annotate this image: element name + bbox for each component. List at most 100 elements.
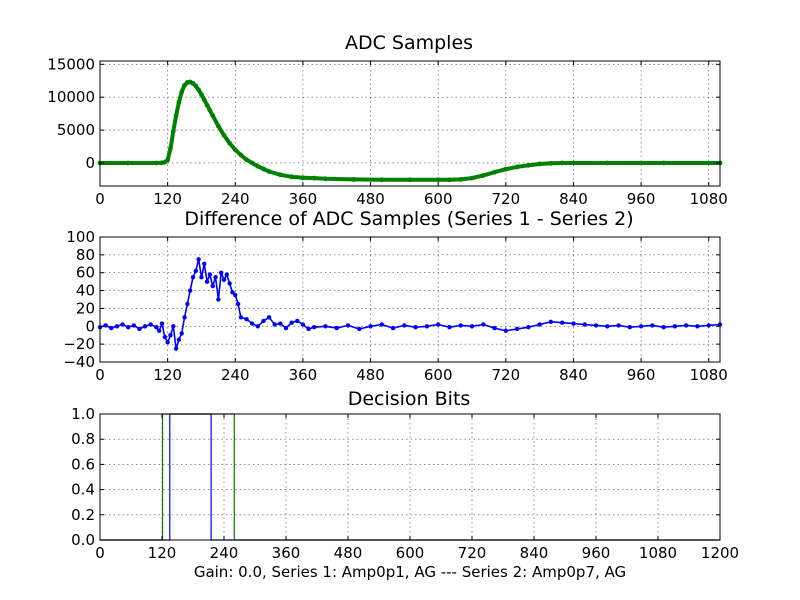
- series-group: [97, 257, 723, 351]
- y-tick-label: 10000: [47, 88, 95, 106]
- y-tick-label: 20: [76, 299, 95, 317]
- data-point: [201, 97, 207, 103]
- data-point: [503, 328, 509, 333]
- data-point: [469, 324, 475, 329]
- data-point: [289, 320, 294, 325]
- data-point: [605, 324, 610, 329]
- y-tick-label: 0.2: [71, 506, 95, 524]
- chart-title: Decision Bits: [348, 388, 471, 410]
- x-axis-label: Gain: 0.0, Series 1: Amp0p1, AG --- Seri…: [194, 563, 626, 581]
- y-tick-label: 80: [76, 246, 95, 264]
- data-point: [216, 297, 221, 302]
- data-point: [311, 175, 317, 181]
- data-point: [207, 107, 213, 113]
- x-tick-label: 960: [627, 366, 656, 384]
- data-point: [537, 161, 543, 167]
- x-tick-label: 1080: [690, 366, 728, 384]
- data-point: [571, 321, 576, 326]
- x-tick-label: 1080: [639, 544, 677, 562]
- data-point: [244, 316, 249, 322]
- data-point: [379, 177, 385, 183]
- x-tick-label: 240: [221, 366, 250, 384]
- data-point: [159, 321, 165, 326]
- data-point: [204, 279, 210, 284]
- data-point: [182, 315, 187, 320]
- data-point: [153, 160, 159, 166]
- data-point: [170, 128, 176, 134]
- data-point: [125, 324, 131, 330]
- data-point: [481, 322, 486, 327]
- y-tick-label: 0.0: [71, 531, 95, 549]
- y-tick-label: 40: [76, 282, 95, 300]
- data-point: [277, 172, 283, 178]
- data-point: [131, 323, 137, 328]
- data-point: [215, 123, 221, 129]
- data-point: [379, 322, 385, 327]
- data-point: [238, 152, 244, 158]
- data-point: [413, 324, 418, 330]
- data-point: [207, 272, 213, 277]
- data-point: [683, 323, 689, 328]
- data-point: [447, 324, 452, 330]
- data-point: [402, 323, 407, 328]
- data-point: [492, 325, 497, 331]
- data-point: [190, 274, 196, 280]
- data-point: [221, 277, 227, 283]
- data-point: [526, 324, 531, 330]
- data-point: [218, 270, 224, 275]
- data-point: [210, 113, 216, 119]
- x-tick-label: 1200: [701, 544, 739, 562]
- x-tick-label: 0: [95, 544, 105, 562]
- data-point: [249, 321, 255, 326]
- plot-frame: [99, 60, 721, 187]
- data-point: [162, 334, 168, 340]
- y-tick-label: −40: [63, 353, 95, 371]
- chart-decision-bits: Decision Bits 0 120 240 360 480 600 720 840 960 1…: [71, 388, 739, 581]
- data-point: [179, 89, 185, 95]
- x-tick-label: 360: [272, 544, 301, 562]
- data-point: [165, 157, 171, 163]
- grid: [100, 237, 720, 362]
- series-group: [97, 79, 723, 183]
- data-point: [227, 281, 232, 286]
- y-tick-label: 100: [66, 228, 95, 246]
- x-tick-label: 240: [221, 190, 250, 208]
- data-point: [224, 272, 230, 277]
- data-point: [176, 337, 182, 342]
- x-tick-label: 480: [356, 190, 385, 208]
- y-tick-label: 15000: [47, 55, 95, 73]
- data-point: [233, 292, 238, 298]
- data-point: [179, 331, 184, 336]
- data-point: [199, 92, 204, 97]
- x-tick-label: 600: [424, 190, 453, 208]
- chart-difference: Difference of ADC Samples (Series 1 - Se…: [63, 208, 727, 384]
- series-line: [98, 80, 722, 182]
- x-tick-label: 120: [153, 190, 182, 208]
- x-tick-label: 0: [95, 190, 105, 208]
- data-point: [706, 323, 711, 328]
- data-point: [672, 324, 678, 329]
- data-point: [193, 83, 199, 89]
- data-point: [571, 160, 576, 166]
- x-tick-label: 240: [210, 544, 239, 562]
- data-point: [213, 274, 218, 280]
- data-point: [424, 324, 430, 329]
- x-tick-label: 720: [491, 366, 520, 384]
- data-point: [227, 140, 233, 146]
- data-point: [514, 326, 520, 332]
- x-tick-label: 0: [95, 366, 105, 384]
- x-tick-label: 600: [396, 544, 425, 562]
- data-point: [230, 290, 235, 295]
- data-point: [168, 333, 173, 338]
- data-point: [435, 322, 441, 327]
- data-point: [300, 175, 306, 181]
- data-point: [548, 160, 554, 166]
- chart-adc-samples: ADC Samples 0 120 240 360 480 600 720 840 960 108…: [47, 32, 728, 208]
- x-tick-label: 840: [559, 190, 588, 208]
- data-point: [176, 100, 182, 105]
- y-tick-label: 0: [85, 154, 95, 172]
- data-point: [156, 328, 162, 333]
- chart-title: ADC Samples: [345, 32, 473, 54]
- data-point: [638, 324, 644, 329]
- data-point: [120, 322, 125, 327]
